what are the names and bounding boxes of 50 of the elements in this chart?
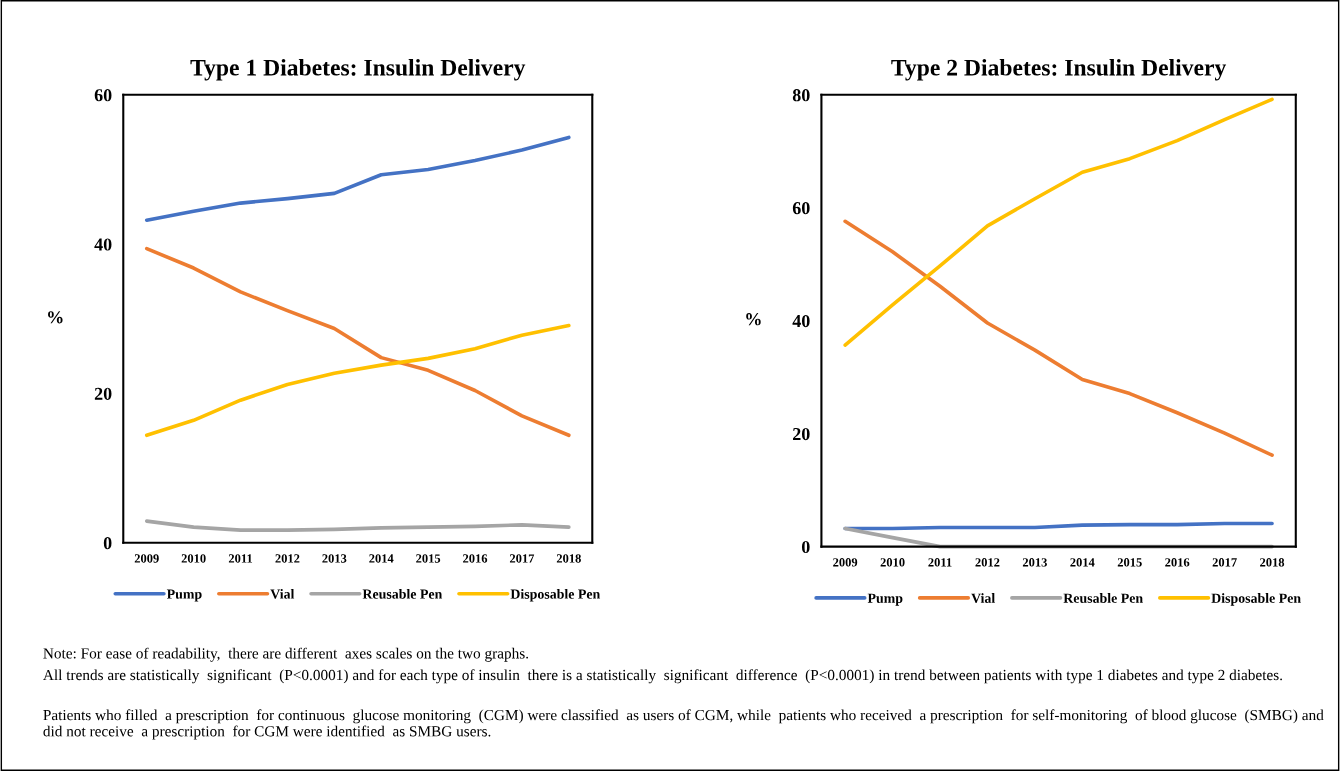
line-series	[843, 219, 1274, 457]
x-tick-label: 2017	[509, 554, 535, 563]
legend-label: Disposable Pen	[510, 588, 601, 602]
legend-label: Reusable Pen	[362, 588, 443, 599]
x-tick-label: 2009	[134, 554, 159, 563]
legend-label: Reusable Pen	[1063, 593, 1143, 603]
x-tick-label: 2015	[1117, 558, 1142, 567]
y-axis-title: %	[48, 311, 63, 324]
legend-label: Pump	[166, 589, 202, 602]
x-tick-label: 2014	[369, 554, 394, 563]
x-tick-label: 2018	[556, 554, 581, 563]
y-tick-label: 20	[793, 427, 810, 441]
line-series	[144, 135, 571, 223]
x-tick-label: 2018	[1260, 558, 1285, 567]
legend-label: Vial	[971, 593, 995, 603]
x-tick-label: 2013	[322, 554, 347, 563]
text: Note: For ease of readability, there are different axes scales on the two graphs.	[43, 647, 529, 662]
x-tick-label: 2009	[833, 558, 858, 567]
y-tick-label: 60	[94, 89, 112, 102]
x-tick-label: 2011	[228, 554, 253, 563]
line-series	[144, 246, 571, 438]
text: All trends are statistically significant (P<0.0001) and for each type of insulin there is a statistically significant difference (P<0.0001) in trend between patients with type 1 diabetes and type 2 diabetes.	[43, 669, 1282, 684]
x-tick-label: 2010	[181, 554, 206, 563]
x-tick-label: 2011	[928, 558, 952, 567]
x-tick-label: 2016	[1165, 558, 1190, 567]
legend-label: Vial	[270, 588, 295, 599]
x-tick-label: 2016	[463, 554, 488, 563]
x-tick-label: 2012	[975, 558, 1000, 567]
y-axis-title: %	[746, 313, 761, 326]
y-tick-label: 80	[792, 89, 810, 102]
y-tick-label: 0	[103, 537, 112, 550]
y-tick-label: 0	[801, 540, 810, 554]
line-series	[144, 519, 571, 532]
line-series	[144, 323, 571, 438]
y-tick-label: 40	[94, 238, 112, 251]
line-series	[843, 97, 1274, 347]
chart-title: Type 1 Diabetes: Insulin Delivery	[190, 59, 526, 81]
legend-label: Disposable Pen	[1211, 593, 1301, 606]
x-tick-label: 2012	[275, 554, 300, 563]
y-tick-label: 20	[94, 387, 112, 400]
x-tick-label: 2017	[1212, 558, 1237, 567]
x-tick-label: 2015	[416, 554, 441, 563]
y-tick-label: 40	[792, 314, 810, 328]
y-tick-label: 60	[792, 202, 810, 215]
x-tick-label: 2010	[880, 558, 905, 567]
chart-title: Type 2 Diabetes: Insulin Delivery	[891, 59, 1227, 81]
text: Patients who filled a prescription for continuous glucose monitoring (CGM) were classified as users of CGM, while patients who received a prescription for self-monitoring of blood glucose (SMBG) and did not receive a prescription for CGM were identified as SMBG users.	[43, 709, 1324, 740]
legend-label: Pump	[867, 593, 903, 606]
x-tick-label: 2014	[1070, 558, 1095, 567]
x-tick-label: 2013	[1022, 558, 1047, 567]
